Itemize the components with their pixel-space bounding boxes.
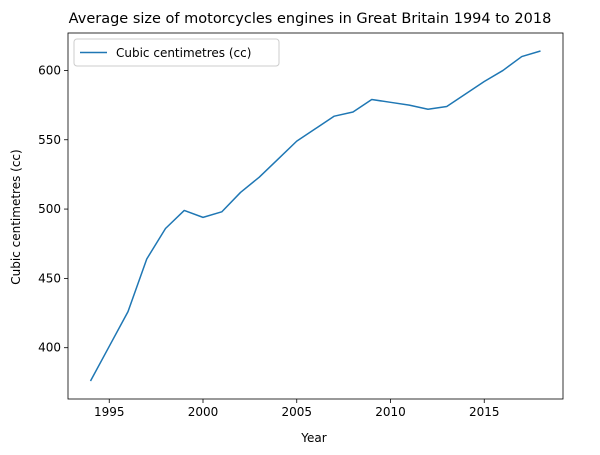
chart-title: Average size of motorcycles engines in G… [69, 11, 552, 27]
x-tick-label: 2005 [281, 405, 312, 419]
y-tick-label: 550 [38, 133, 61, 147]
y-axis-label: Cubic centimetres (cc) [9, 149, 23, 284]
y-tick-label: 400 [38, 341, 61, 355]
legend: Cubic centimetres (cc) [73, 38, 280, 67]
x-tick-label: 2010 [375, 405, 406, 419]
y-tick-label: 600 [38, 63, 61, 77]
series-line [89, 50, 541, 382]
plot-area [67, 32, 564, 400]
x-tick-label: 2000 [188, 405, 219, 419]
x-axis: 1995 2000 2005 2010 2015 [94, 399, 500, 419]
y-axis: 400 450 500 550 600 [38, 63, 68, 355]
x-tick-label: 2015 [469, 405, 500, 419]
y-tick-label: 500 [38, 202, 61, 216]
y-tick-label: 450 [38, 271, 61, 285]
x-axis-label: Year [300, 431, 326, 445]
plot-frame [67, 32, 564, 400]
x-tick-label: 1995 [94, 405, 125, 419]
legend-box [73, 38, 280, 67]
legend-label: Cubic centimetres (cc) [116, 46, 251, 60]
